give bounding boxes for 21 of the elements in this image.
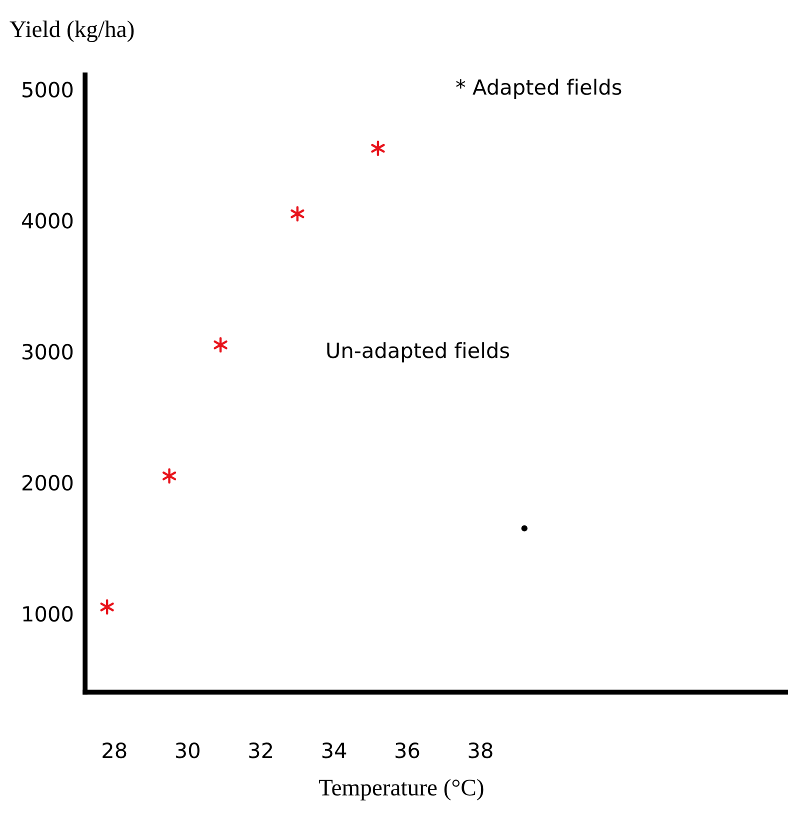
point — [100, 599, 114, 615]
x-tick-label: 28 — [102, 742, 126, 758]
y-tick-label: 4000 — [22, 212, 73, 229]
x-tick-label: 36 — [396, 742, 420, 758]
y-tick-label: 3000 — [22, 344, 73, 360]
y-axis-title: Yield (kg/ha) — [10, 20, 134, 42]
point — [290, 206, 304, 222]
x-tick-label: 32 — [249, 742, 272, 758]
x-tick-label: 34 — [322, 742, 346, 758]
point — [521, 525, 528, 532]
annotation: Un-adapted fields — [327, 342, 510, 362]
y-tick-label: 2000 — [22, 474, 73, 491]
annotation: * Adapted fields — [456, 78, 622, 99]
y-tick-label: 5000 — [22, 82, 73, 98]
point — [371, 140, 385, 156]
point — [214, 337, 228, 353]
point — [162, 468, 176, 484]
x-axis-title: Temperature (°C) — [318, 778, 484, 800]
y-tick-label: 1000 — [23, 606, 73, 622]
x-tick-label: 30 — [176, 742, 200, 758]
x-tick-label: 38 — [468, 742, 492, 758]
